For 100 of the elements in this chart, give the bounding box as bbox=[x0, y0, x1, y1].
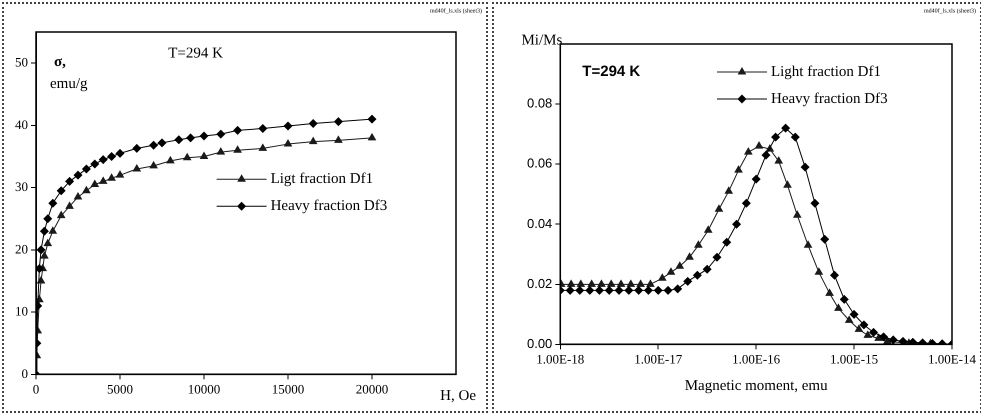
point bbox=[74, 170, 82, 180]
point bbox=[334, 117, 343, 126]
point bbox=[90, 180, 100, 188]
point bbox=[216, 147, 226, 155]
point bbox=[107, 152, 116, 162]
point bbox=[182, 152, 192, 160]
point bbox=[761, 150, 770, 160]
point bbox=[810, 198, 820, 208]
point bbox=[675, 261, 684, 269]
point bbox=[734, 165, 743, 173]
point bbox=[258, 143, 268, 151]
point bbox=[166, 156, 175, 164]
point bbox=[879, 332, 888, 342]
point bbox=[594, 286, 604, 295]
point bbox=[585, 286, 594, 295]
point bbox=[74, 192, 82, 200]
point bbox=[368, 114, 376, 124]
point bbox=[781, 124, 790, 133]
point bbox=[284, 139, 292, 147]
point bbox=[644, 286, 653, 295]
point bbox=[40, 226, 49, 236]
point bbox=[616, 279, 626, 287]
point bbox=[566, 286, 575, 295]
point bbox=[116, 148, 124, 158]
point bbox=[724, 186, 734, 194]
point bbox=[308, 136, 318, 144]
point bbox=[714, 204, 724, 212]
point bbox=[800, 162, 810, 172]
y-tick-label: 10 bbox=[15, 304, 28, 319]
point bbox=[576, 279, 586, 287]
point bbox=[673, 284, 682, 294]
point bbox=[636, 279, 645, 287]
y-tick-label: 0.02 bbox=[526, 276, 552, 291]
point bbox=[56, 210, 66, 218]
x-tick-label: 1.00E-16 bbox=[732, 352, 781, 367]
point bbox=[742, 198, 751, 208]
point bbox=[683, 276, 692, 286]
point bbox=[575, 286, 584, 295]
point bbox=[869, 328, 878, 337]
point bbox=[771, 132, 780, 142]
point bbox=[36, 264, 44, 274]
point bbox=[107, 173, 116, 181]
x-tick-label: 1.00E-18 bbox=[536, 352, 584, 367]
point bbox=[40, 251, 49, 259]
y-tick-label: 30 bbox=[15, 179, 28, 194]
legend-label: Light fraction Df1 bbox=[770, 64, 881, 80]
point bbox=[898, 336, 908, 344]
point bbox=[43, 238, 52, 246]
y-tick-label: 0.06 bbox=[526, 156, 552, 171]
y-tick-label: 40 bbox=[15, 116, 28, 132]
point bbox=[597, 279, 606, 287]
point bbox=[626, 279, 636, 287]
y-tick-label: 0.00 bbox=[526, 336, 552, 351]
point bbox=[216, 130, 226, 139]
point bbox=[90, 159, 100, 168]
point bbox=[65, 176, 74, 186]
point bbox=[692, 270, 702, 280]
point bbox=[65, 201, 74, 209]
point bbox=[48, 198, 58, 208]
x-tick-label: 1.00E-17 bbox=[634, 352, 683, 367]
x-axis-title: Magnetic moment, emu bbox=[684, 378, 828, 394]
y-tick-label: 0.04 bbox=[526, 216, 552, 231]
point bbox=[334, 135, 343, 143]
point bbox=[98, 176, 108, 184]
x-tick-label: 5000 bbox=[107, 382, 133, 397]
point bbox=[116, 170, 124, 178]
point bbox=[646, 279, 655, 287]
y-tick-label: 50 bbox=[15, 54, 28, 70]
legend-label: Heavy fraction Df3 bbox=[770, 90, 888, 107]
x-tick-label: 1.00E-14 bbox=[928, 352, 977, 367]
point bbox=[48, 226, 58, 234]
point bbox=[840, 294, 849, 304]
point bbox=[200, 152, 208, 160]
point bbox=[174, 135, 184, 144]
x-axis-title: H, Oe bbox=[440, 388, 476, 404]
point bbox=[233, 145, 242, 153]
point bbox=[186, 133, 196, 142]
point bbox=[158, 138, 166, 148]
point bbox=[752, 174, 761, 184]
point bbox=[233, 126, 242, 135]
x-tick-label: 15000 bbox=[272, 382, 304, 397]
point bbox=[56, 186, 66, 196]
point bbox=[36, 245, 46, 254]
point bbox=[859, 320, 868, 330]
point bbox=[654, 286, 663, 295]
point bbox=[685, 252, 694, 260]
point bbox=[82, 186, 91, 194]
point bbox=[722, 238, 732, 247]
point bbox=[132, 144, 142, 153]
point bbox=[149, 140, 158, 150]
point bbox=[614, 286, 624, 295]
point bbox=[664, 286, 673, 295]
y-axis-title: σ, emu/g bbox=[50, 54, 88, 92]
annotation: T=294 K bbox=[582, 63, 640, 80]
point bbox=[830, 270, 839, 280]
point bbox=[284, 122, 292, 131]
point bbox=[694, 240, 703, 248]
x-tick-label: 20000 bbox=[356, 382, 388, 397]
y-tick-label: 20 bbox=[15, 241, 28, 256]
x-tick-label: 0 bbox=[32, 382, 40, 397]
